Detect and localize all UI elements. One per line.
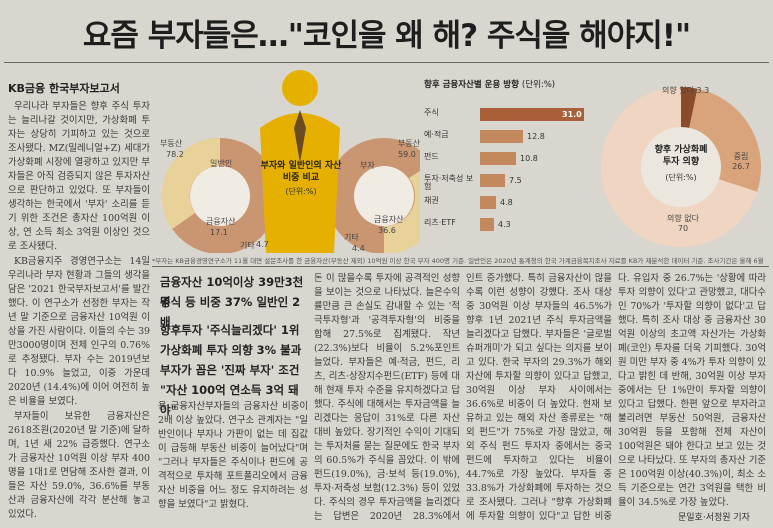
bar-value-label: 4.3 [498,220,511,229]
general-other-name: 기타 [240,241,255,250]
donut-title: 부자와 일반인의 자산 비중 비교 [260,161,342,183]
donut-unit: (단위:%) [285,187,317,196]
headline-rule [4,62,769,63]
bar-chart-unit: (단위:%) [521,80,556,90]
bar-category-label: 예·적금 [424,130,449,139]
subhead-5: 부자가 꼽은 '진짜 부자' 조건 [160,363,300,377]
bar [480,218,494,231]
byline: 문일호·서정원 기자 [678,513,750,523]
bar-value-label: 7.5 [509,176,522,185]
chart-rule [152,266,769,267]
general-realestate-name: 부동산 [160,139,183,148]
bar-category-label: 주식 [424,108,439,117]
general-financial-segment [161,137,220,229]
bar-value-label: 4.8 [500,198,513,207]
left-paragraph-2: KB금융지주 경영연구소는 14일 우리나라 부자 현황과 그들의 생각을 담은… [8,256,150,407]
rich-label: 부자 [360,161,375,170]
pie-slice-label: 의향 있다 3.3 [662,86,710,95]
bar-value-label: 31.0 [562,110,582,119]
bar-area: 주식 31.0 예·적금 12.8 펀드 10.8 투자·저축성 보험 7.5 채권 4.8 리츠·… [424,78,592,248]
general-realestate-value: 78.2 [166,150,184,159]
left-column: 우리나라 부자들은 향후 주식 투자는 늘리나갈 것이지만, 가상화폐 투자는 … [8,100,150,520]
subhead-4: 가상화폐 투자 의향 3% 불과 [160,343,302,357]
general-financial-value: 17.1 [210,228,228,237]
pie-unit: (단위:%) [665,173,697,182]
crypto-intent-pie: 향후 가상화폐 투자 의향 (단위:%) 의향 있다 3.3 중립 26.7 의향 … [596,82,766,252]
subhead-3: 향후투자 '주식늘리겠다' 1위 [160,323,300,337]
bar [480,108,584,121]
left-paragraph-1: 우리나라 부자들은 향후 주식 투자는 늘리나갈 것이지만, 가상화폐 투자는 … [8,101,150,252]
bar-value-label: 10.8 [520,154,538,163]
bar-chart-title: 향후 금융자산별 운용 방향 (단위:%) [424,78,592,90]
pie-title: 향후 가상화폐 투자 의향 [654,145,708,167]
bar [480,130,523,143]
general-financial-name: 금융자산 [206,217,236,226]
figure-head [282,70,318,106]
bar-category-label: 채권 [424,196,439,205]
pie-slice-label: 의향 없다 70 [667,214,699,233]
bar [480,196,496,209]
subhead-1: 금융자산 10억이상 39만3천명 [160,275,304,309]
subhead-2: 주식 등 비중 37% 일반인 2배 [160,295,301,329]
bar-category-label: 투자·저축성 보험 [424,174,474,191]
rich-realestate-name: 부동산 [398,139,421,148]
figure-tie [294,110,306,163]
general-label: 일반인 [210,159,233,168]
rich-financial-name: 금융자산 [374,215,404,224]
figure-body [260,113,340,253]
asset-comparison-infographic: 부자와 일반인의 자산 비중 비교 (단위:%) 일반인 부자 부동산 78.2… [152,68,443,255]
section-label: KB금융 한국부자보고서 [8,82,120,95]
subhead-6: "자산 100억 연소득 3억 돼야" [160,383,299,417]
rich-donut-hole [354,166,414,226]
rich-other-name: 기타 [344,233,359,242]
pie-slice-label: 중립 26.7 [732,152,750,171]
column-5: 다. 유입자 중 26.7%는 '상황에 따라 투자 의향이 있다'고 관망했고… [618,273,766,508]
rich-realestate-value: 59.0 [398,150,416,159]
headline: 요즘 부자들은…"코인을 왜 해? 주식을 해야지!" [82,18,691,54]
bar [480,174,505,187]
bar-category-label: 펀드 [424,152,439,161]
column-4: 인트 증가했다. 특히 금융자산이 많을수록 이런 성향이 강했다. 조사 대상… [466,273,612,522]
bar [480,152,516,165]
investment-bar-chart: 향후 금융자산별 운용 방향 (단위:%) 주식 31.0 예·적금 12.8 펀드 10… [424,78,592,248]
crypto-pie-svg [601,87,761,247]
left-paragraph-3: 부자들이 보유한 금융자산은 2618조원(2020년 말 기준)에 달하며, … [8,411,150,520]
asset-donut-svg [161,70,443,255]
bar-value-label: 12.8 [527,132,545,141]
rich-other-value: 4.4 [352,244,365,253]
general-donut-hole [190,166,250,226]
general-other-value: 4.7 [256,240,269,249]
column-3: 돈 이 많을수록 투자에 공격적인 성향을 보이는 것으로 나타났다. 늘은수익… [314,273,460,522]
chart-caption: *부자는 KB금융경영연구소가 11월 대면 설문조사를 한 금융자산(부동산 … [152,257,766,265]
rich-financial-value: 36.6 [378,226,396,235]
subhead-block: 금융자산 10억이상 39만3천명 주식 등 비중 37% 일반인 2배 향후투… [152,272,308,417]
bar-chart-title-text: 향후 금융자산별 운용 방향 [424,80,519,90]
bar-category-label: 리츠·ETF [424,218,456,227]
column-2: 용 금융자산부자들의 금융자산 비중이 2배 이상 높았다. 연구소 관계자는 … [158,401,308,510]
pie-hole [641,127,721,207]
